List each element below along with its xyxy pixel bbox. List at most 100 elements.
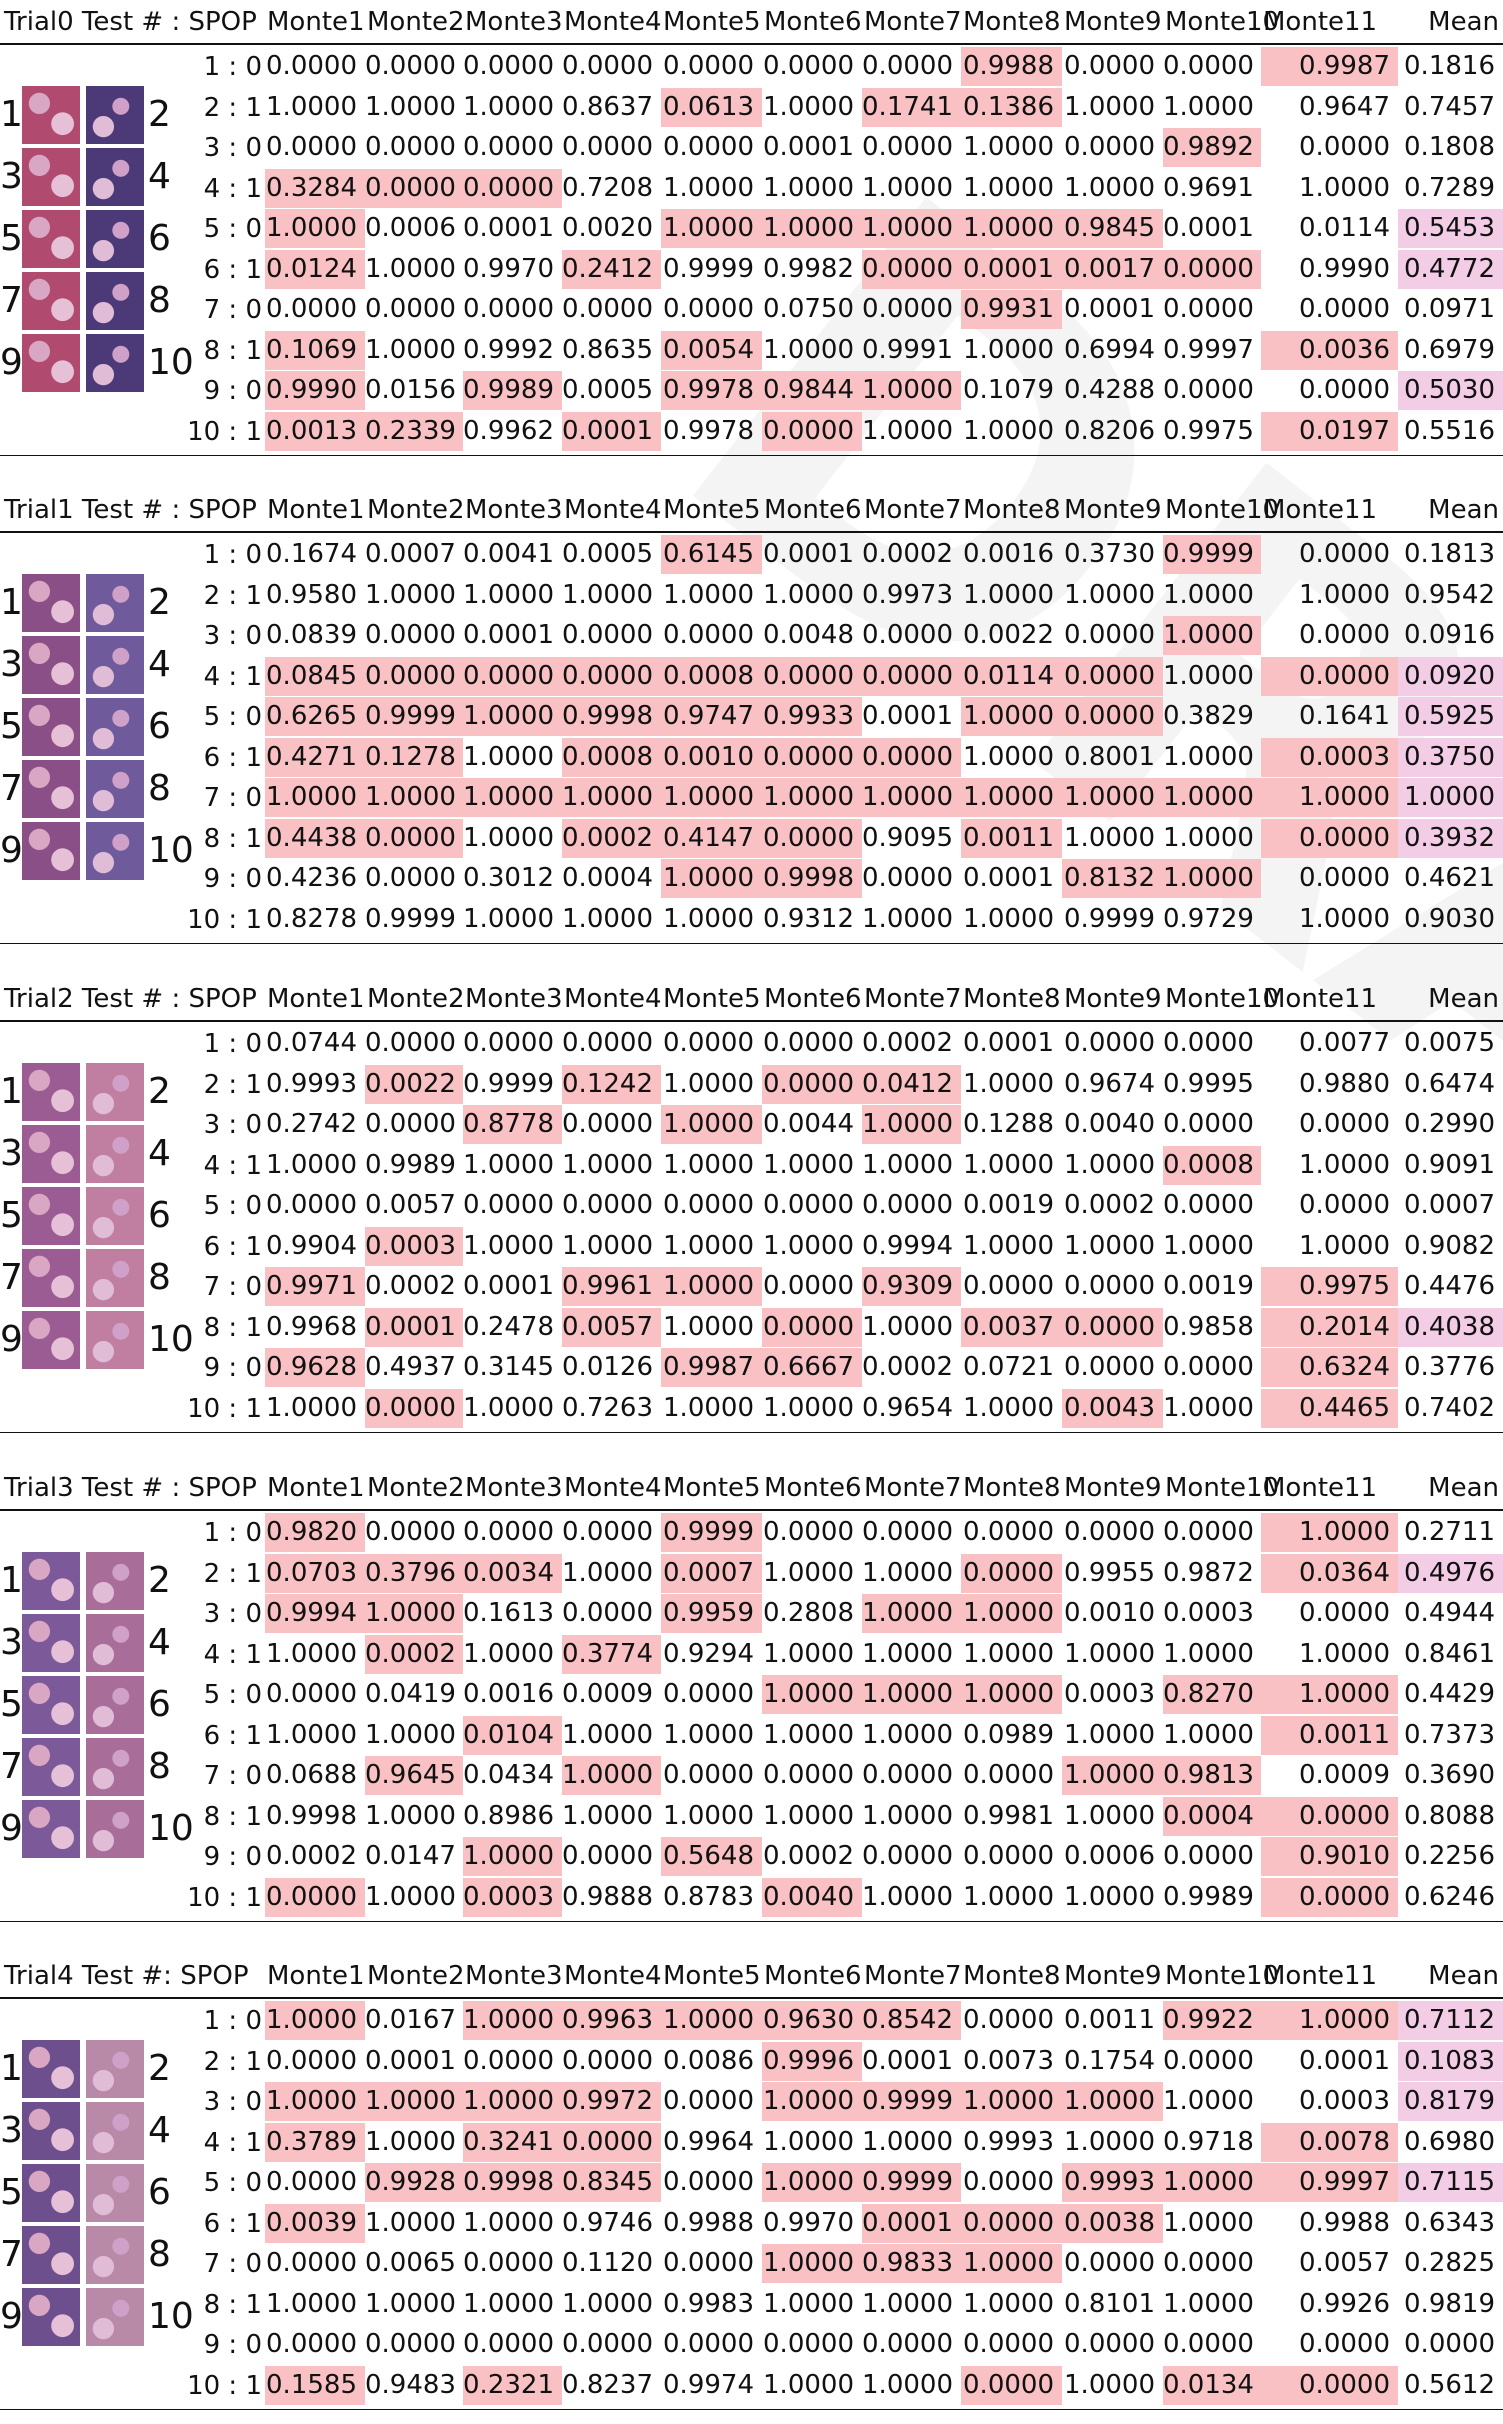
table-cell: 1.0000: [1163, 859, 1261, 898]
table-cell: 0.9926: [1299, 2288, 1390, 2319]
table-cell: 0.9082: [1404, 1230, 1495, 1261]
thumb-number: 5: [0, 1684, 23, 1725]
table-cell: 1.0000: [862, 778, 961, 817]
table-cell: 0.0114: [961, 656, 1062, 696]
table-cell: 0.0001: [365, 2045, 456, 2076]
column-header: Mean: [1428, 1473, 1499, 1503]
table-cell: 0.0002: [1064, 1190, 1155, 1220]
column-header: Monte2: [367, 495, 465, 525]
table-cell: 0.0000: [266, 294, 357, 324]
table-cell: 0.0000: [963, 1271, 1054, 1301]
thumb-number: 4: [148, 644, 171, 685]
row-label: 5 : 0: [203, 2168, 262, 2198]
table-cell: 1.0000: [266, 1638, 357, 1669]
table-cell: 0.0043: [1062, 1388, 1163, 1428]
table-cell: 1.0000: [463, 1149, 554, 1180]
table-cell: 0.8278: [266, 903, 357, 934]
table-cell: 1.0000: [1064, 1230, 1155, 1261]
table-cell: 1.0000: [661, 859, 762, 898]
table-cell: 0.7402: [1404, 1392, 1495, 1423]
table-cell: 0.9630: [762, 2001, 862, 2040]
table-cell: 0.8986: [463, 1800, 554, 1831]
column-header: Monte3: [465, 1961, 563, 1991]
table-cell: 1.0000: [1163, 91, 1254, 122]
table-cell: 0.0000: [1163, 375, 1254, 405]
table-cell: 0.9997: [1261, 2163, 1398, 2202]
table-cell: 0.0038: [1062, 2203, 1163, 2243]
table-cell: 0.9691: [1163, 172, 1254, 203]
table-cell: 0.4429: [1404, 1679, 1495, 1709]
histology-thumbnail: [22, 822, 80, 880]
table-cell: 0.0000: [961, 2365, 1062, 2405]
table-cell: 0.0009: [562, 1679, 653, 1709]
table-cell: 0.9996: [762, 2041, 862, 2081]
table-cell: 0.0613: [661, 87, 762, 127]
table-cell: 1.0000: [266, 2288, 357, 2319]
table-cell: 0.0039: [265, 2203, 365, 2243]
histology-thumbnail: [86, 86, 144, 144]
table-cell: 0.0000: [1064, 2248, 1155, 2278]
table-cell: 0.9928: [365, 2163, 463, 2202]
column-header: Monte9: [1064, 7, 1162, 37]
column-header: Mean: [1428, 495, 1499, 525]
table-cell: 1.0000: [763, 2126, 854, 2157]
table-cell: 1.0000: [862, 1675, 961, 1714]
table-cell: 0.4288: [1064, 375, 1155, 405]
table-cell: 1.0000: [663, 1230, 754, 1261]
table-cell: 0.9999: [1163, 535, 1261, 574]
row-label: 8 : 1: [203, 2289, 262, 2320]
table-cell: 0.0134: [1163, 2365, 1261, 2405]
table-cell: 1.0000: [365, 1800, 456, 1831]
table-cell: 0.0000: [365, 863, 456, 893]
row-label: 5 : 0: [203, 1191, 262, 1221]
table-cell: 0.7289: [1404, 172, 1495, 203]
table-cell: 1.0000: [661, 209, 762, 248]
table-cell: 1.0000: [365, 1881, 456, 1912]
table-cell: 0.9309: [862, 1267, 961, 1306]
table-cell: 0.2412: [562, 249, 661, 289]
column-header: Monte6: [764, 1961, 862, 1991]
table-cell: 0.0000: [562, 620, 653, 650]
table-cell: 0.1242: [562, 1064, 661, 1104]
table-cell: 1.0000: [562, 2288, 653, 2319]
table-cell: 0.9959: [661, 1594, 762, 1633]
table-cell: 0.0000: [663, 1679, 754, 1709]
table-cell: 0.2808: [763, 1598, 854, 1628]
thumb-number: 6: [148, 2172, 171, 2213]
table-cell: 1.0000: [763, 91, 854, 122]
column-header: Monte1: [267, 1473, 365, 1503]
table-cell: 0.0000: [1404, 2329, 1495, 2359]
trial-panel: Trial3 Test # : SPOP Monte1 Monte2 Monte3 Mo…: [0, 1466, 1503, 1936]
table-cell: 0.0001: [862, 701, 953, 731]
table-cell: 0.0000: [562, 2122, 661, 2162]
column-header: Monte4: [564, 984, 662, 1014]
table-cell: 0.0000: [365, 132, 456, 162]
table-cell: 1.0000: [266, 1392, 357, 1423]
trial-header-label: Trial1 Test # : SPOP: [4, 495, 257, 525]
table-cell: 1.0000: [663, 1719, 754, 1750]
table-cell: 0.0036: [1261, 330, 1398, 370]
table-cell: 1.0000: [961, 1594, 1062, 1633]
table-cell: 1.0000: [663, 1311, 754, 1342]
table-cell: 1.0000: [463, 2001, 562, 2040]
table-cell: 1.0000: [365, 579, 456, 610]
table-cell: 0.8635: [562, 334, 653, 365]
table-cell: 0.0000: [1062, 656, 1163, 696]
row-label: 4 : 1: [203, 2127, 262, 2158]
histology-thumbnail: [22, 1063, 80, 1121]
table-cell: 0.8001: [1064, 741, 1155, 772]
table-cell: 0.4147: [661, 818, 762, 858]
table-cell: 0.3012: [463, 863, 554, 893]
table-cell: 1.0000: [862, 1719, 953, 1750]
table-cell: 0.1585: [265, 2365, 365, 2405]
table-cell: 0.0006: [1064, 1841, 1155, 1871]
table-cell: 0.0000: [562, 1190, 653, 1220]
table-cell: 0.1808: [1404, 132, 1495, 162]
thumb-number: 7: [0, 280, 23, 321]
table-cell: 1.0000: [661, 1105, 762, 1144]
row-label: 9 : 0: [203, 2330, 262, 2360]
row-label: 6 : 1: [203, 1231, 262, 1262]
table-cell: 0.9968: [266, 1311, 357, 1342]
table-cell: 0.6979: [1404, 334, 1495, 365]
table-cell: 1.0000: [862, 1800, 953, 1831]
